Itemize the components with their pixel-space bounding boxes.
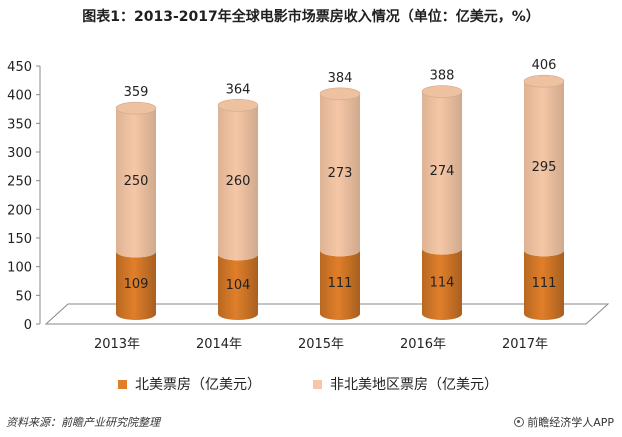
bar-non-north-america-4 bbox=[422, 91, 462, 255]
bar-north-america-5 bbox=[524, 250, 564, 320]
x-tick-label-1: 2013年 bbox=[94, 337, 140, 352]
bar-north-america-4 bbox=[422, 248, 462, 320]
data-labels: 109 250 359 2013年 104 260 364 2014年 111 273 384 201… bbox=[94, 58, 556, 352]
legend-item-non-north-america: 非北美地区票房（亿美元） bbox=[313, 374, 498, 394]
legend: 北美票房（亿美元） 非北美地区票房（亿美元） bbox=[118, 374, 498, 394]
source-note: 资料来源：前瞻产业研究院整理 bbox=[6, 416, 160, 429]
x-tick-label-3: 2015年 bbox=[298, 337, 344, 352]
data-label-north-america-1: 109 bbox=[124, 277, 149, 292]
bar-top-cap-1 bbox=[115, 101, 157, 115]
legend-label-non-north-america: 非北美地区票房（亿美元） bbox=[330, 377, 498, 393]
y-tick-label: 150 bbox=[7, 232, 32, 247]
bar-top-cap-2 bbox=[217, 99, 259, 112]
legend-swatch-north-america bbox=[118, 379, 127, 389]
y-tick-label: 50 bbox=[15, 289, 32, 304]
brand-watermark: 前瞻经济学人APP bbox=[514, 414, 614, 430]
y-tick-label: 300 bbox=[7, 146, 32, 161]
y-tick-label: 250 bbox=[7, 175, 32, 190]
bar-top-cap-3 bbox=[319, 87, 361, 101]
y-tick-label: 450 bbox=[7, 60, 32, 75]
y-tick-label: 400 bbox=[7, 89, 32, 104]
bar-top-cap-5 bbox=[523, 74, 565, 88]
data-label-north-america-3: 111 bbox=[328, 276, 353, 291]
chart-title: 图表1：2013-2017年全球电影市场票房收入情况（单位：亿美元，%） bbox=[82, 9, 540, 25]
y-tick-label: 100 bbox=[7, 261, 32, 276]
bar-non-north-america-2 bbox=[218, 105, 258, 261]
data-label-north-america-5: 111 bbox=[532, 276, 557, 291]
brand-text: 前瞻经济学人APP bbox=[527, 416, 614, 429]
data-label-north-america-2: 104 bbox=[226, 278, 251, 293]
data-label-total-1: 359 bbox=[124, 85, 149, 100]
y-tick-label: 350 bbox=[7, 117, 32, 132]
bar-non-north-america-3 bbox=[320, 93, 360, 257]
data-label-non-north-america-4: 274 bbox=[430, 164, 455, 179]
y-tick-label: 200 bbox=[7, 203, 32, 218]
x-tick-label-2: 2014年 bbox=[196, 337, 242, 352]
bar-north-america-2 bbox=[218, 254, 258, 320]
data-label-non-north-america-1: 250 bbox=[124, 174, 149, 189]
data-label-non-north-america-2: 260 bbox=[226, 174, 251, 189]
brand-icon bbox=[514, 417, 525, 427]
y-tick-label: 0 bbox=[24, 318, 32, 333]
bar-non-north-america-5 bbox=[524, 81, 564, 257]
x-tick-label-5: 2017年 bbox=[502, 337, 548, 352]
bar-north-america-3 bbox=[320, 250, 360, 320]
data-label-non-north-america-5: 295 bbox=[532, 160, 557, 175]
data-label-total-2: 364 bbox=[226, 82, 251, 97]
data-label-total-3: 384 bbox=[328, 71, 353, 86]
bar-non-north-america-1 bbox=[116, 108, 156, 258]
data-label-total-4: 388 bbox=[430, 69, 455, 84]
x-tick-label-4: 2016年 bbox=[400, 337, 446, 352]
bar-top-cap-4 bbox=[421, 85, 463, 98]
data-label-non-north-america-3: 273 bbox=[328, 166, 353, 181]
legend-item-north-america: 北美票房（亿美元） bbox=[118, 374, 261, 394]
bars bbox=[115, 74, 565, 320]
y-axis: 0 50 100 150 200 250 300 350 400 450 bbox=[7, 60, 41, 333]
legend-swatch-non-north-america bbox=[313, 379, 322, 389]
data-label-total-5: 406 bbox=[532, 58, 557, 73]
bar-north-america-1 bbox=[116, 251, 156, 320]
legend-label-north-america: 北美票房（亿美元） bbox=[135, 377, 261, 393]
data-label-north-america-4: 114 bbox=[430, 275, 455, 290]
